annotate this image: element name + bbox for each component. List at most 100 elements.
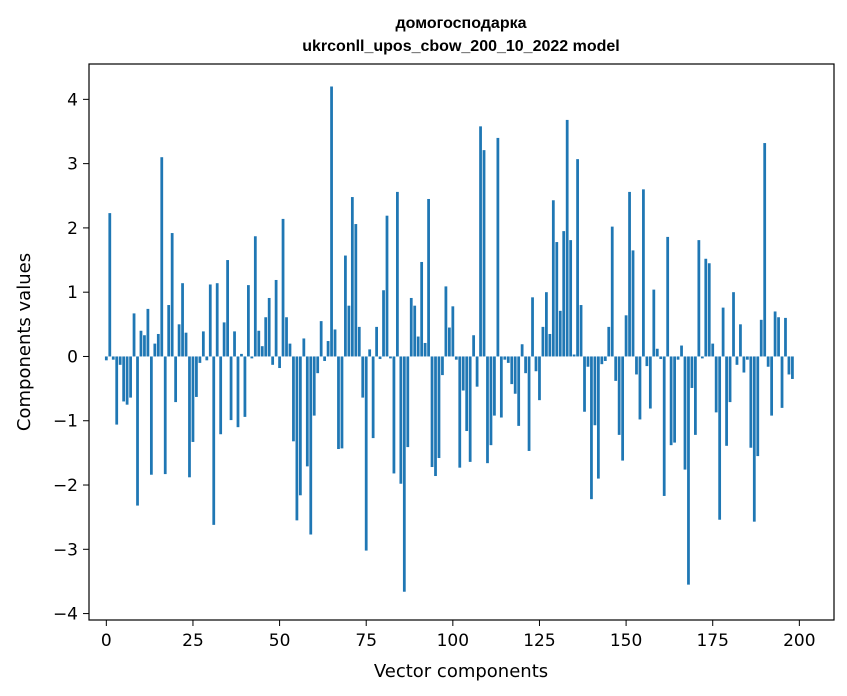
bar-component-189 <box>759 319 763 357</box>
bar-component-87 <box>406 356 410 448</box>
bar-component-68 <box>340 356 344 449</box>
bar-component-4 <box>118 356 122 365</box>
y-tick-label: 1 <box>67 283 78 303</box>
bar-component-142 <box>596 356 600 479</box>
bar-component-11 <box>143 335 146 357</box>
bar-component-105 <box>468 356 472 462</box>
bar-component-157 <box>648 356 652 409</box>
bar-component-194 <box>777 317 780 357</box>
bar-component-120 <box>520 344 524 357</box>
bar-component-18 <box>167 305 171 357</box>
bar-component-94 <box>430 356 434 468</box>
bar-component-38 <box>236 356 240 428</box>
bar-component-106 <box>472 335 476 357</box>
bar-component-113 <box>496 137 500 357</box>
bar-component-168 <box>687 356 690 585</box>
bar-component-32 <box>215 283 219 357</box>
bar-component-52 <box>285 317 288 357</box>
bar-component-59 <box>309 356 313 535</box>
y-tick-label: −1 <box>53 412 78 432</box>
bar-component-6 <box>125 356 129 405</box>
bar-component-169 <box>690 356 694 388</box>
bar-component-107 <box>475 356 479 387</box>
bar-component-74 <box>361 356 365 398</box>
bar-component-125 <box>538 356 541 401</box>
bar-component-30 <box>208 284 212 357</box>
bar-component-153 <box>635 356 638 375</box>
bar-component-162 <box>666 236 670 357</box>
bar-component-46 <box>264 317 268 357</box>
bar-component-37 <box>233 331 236 357</box>
y-tick-label: −3 <box>53 540 78 560</box>
bar-component-156 <box>645 356 649 367</box>
bar-component-165 <box>676 356 680 360</box>
bar-component-133 <box>565 119 569 357</box>
bar-component-131 <box>558 310 562 357</box>
bar-component-82 <box>389 356 392 359</box>
bar-component-102 <box>458 356 462 468</box>
bar-component-21 <box>177 324 181 357</box>
bar-component-97 <box>441 356 444 376</box>
x-tick-label: 0 <box>101 631 112 651</box>
y-tick-label: 3 <box>67 155 78 175</box>
bar-component-149 <box>621 356 625 461</box>
bar-component-173 <box>704 258 708 357</box>
bar-component-63 <box>323 356 327 361</box>
bar-component-77 <box>371 356 375 439</box>
x-tick-label: 200 <box>783 631 815 651</box>
bar-component-75 <box>364 356 368 551</box>
y-tick-label: 4 <box>67 90 78 110</box>
bar-component-98 <box>444 286 448 357</box>
bar-component-76 <box>368 349 372 357</box>
bar-component-104 <box>465 356 469 432</box>
bar-component-136 <box>576 159 579 357</box>
bar-component-43 <box>253 236 257 357</box>
bar-component-148 <box>617 356 621 435</box>
bar-component-50 <box>278 356 281 369</box>
bar-component-0 <box>104 356 108 361</box>
bar-component-124 <box>534 356 538 372</box>
bar-component-192 <box>770 356 774 416</box>
bar-component-171 <box>697 240 701 357</box>
bar-component-115 <box>503 356 507 360</box>
bar-component-71 <box>350 197 354 357</box>
bar-component-90 <box>416 336 420 357</box>
bar-component-44 <box>257 330 261 357</box>
x-tick-label: 50 <box>269 631 291 651</box>
bar-component-188 <box>756 356 760 457</box>
bar-component-190 <box>763 143 767 357</box>
chart-title: домогосподарка <box>396 15 527 32</box>
bar-component-185 <box>745 356 749 360</box>
bar-component-161 <box>662 356 666 496</box>
bar-component-65 <box>330 86 333 357</box>
bar-component-127 <box>545 292 548 357</box>
plot-frame <box>88 63 835 621</box>
bar-component-36 <box>229 356 233 421</box>
bar-component-66 <box>333 329 337 357</box>
bar-component-48 <box>271 356 275 365</box>
bar-component-86 <box>402 356 406 592</box>
bar-component-9 <box>136 356 139 506</box>
bar-component-184 <box>742 356 746 373</box>
bar-component-33 <box>219 356 223 435</box>
bar-component-56 <box>298 356 302 496</box>
x-tick-label: 75 <box>355 631 377 651</box>
bar-component-111 <box>489 356 493 446</box>
bar-component-155 <box>642 189 645 357</box>
bar-component-191 <box>766 356 770 367</box>
bar-component-79 <box>378 356 382 360</box>
bar-component-12 <box>146 308 150 357</box>
bar-component-95 <box>434 356 437 477</box>
bar-component-3 <box>115 356 119 425</box>
bar-component-132 <box>562 231 566 357</box>
bar-component-178 <box>721 307 725 357</box>
bar-component-114 <box>499 356 503 418</box>
bar-component-158 <box>652 289 656 357</box>
bar-component-7 <box>129 356 132 398</box>
bar-component-143 <box>600 356 604 365</box>
bar-component-122 <box>527 356 531 451</box>
bar-component-144 <box>603 356 607 361</box>
bar-component-100 <box>451 306 455 357</box>
